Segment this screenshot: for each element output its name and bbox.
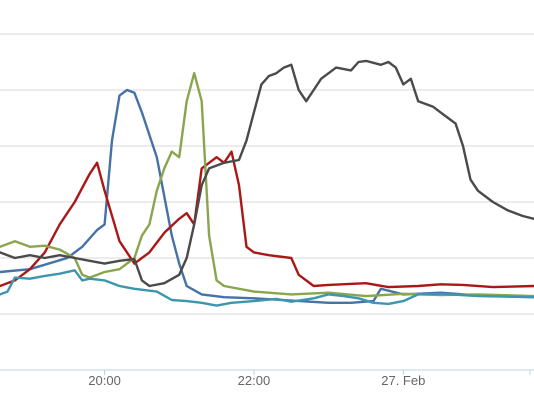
series-group bbox=[0, 59, 534, 307]
x-axis: 20:00 22:00 27. Feb bbox=[0, 369, 534, 388]
series-line-2 bbox=[0, 150, 534, 289]
x-tick-label: 27. Feb bbox=[381, 373, 425, 388]
x-tick-label: 20:00 bbox=[88, 373, 121, 388]
series-line-5 bbox=[0, 59, 534, 288]
x-tick-label: 22:00 bbox=[238, 373, 271, 388]
grid-lines bbox=[0, 33, 534, 315]
x-ticks: 20:00 22:00 27. Feb bbox=[88, 370, 531, 388]
series-line-4 bbox=[0, 269, 534, 307]
